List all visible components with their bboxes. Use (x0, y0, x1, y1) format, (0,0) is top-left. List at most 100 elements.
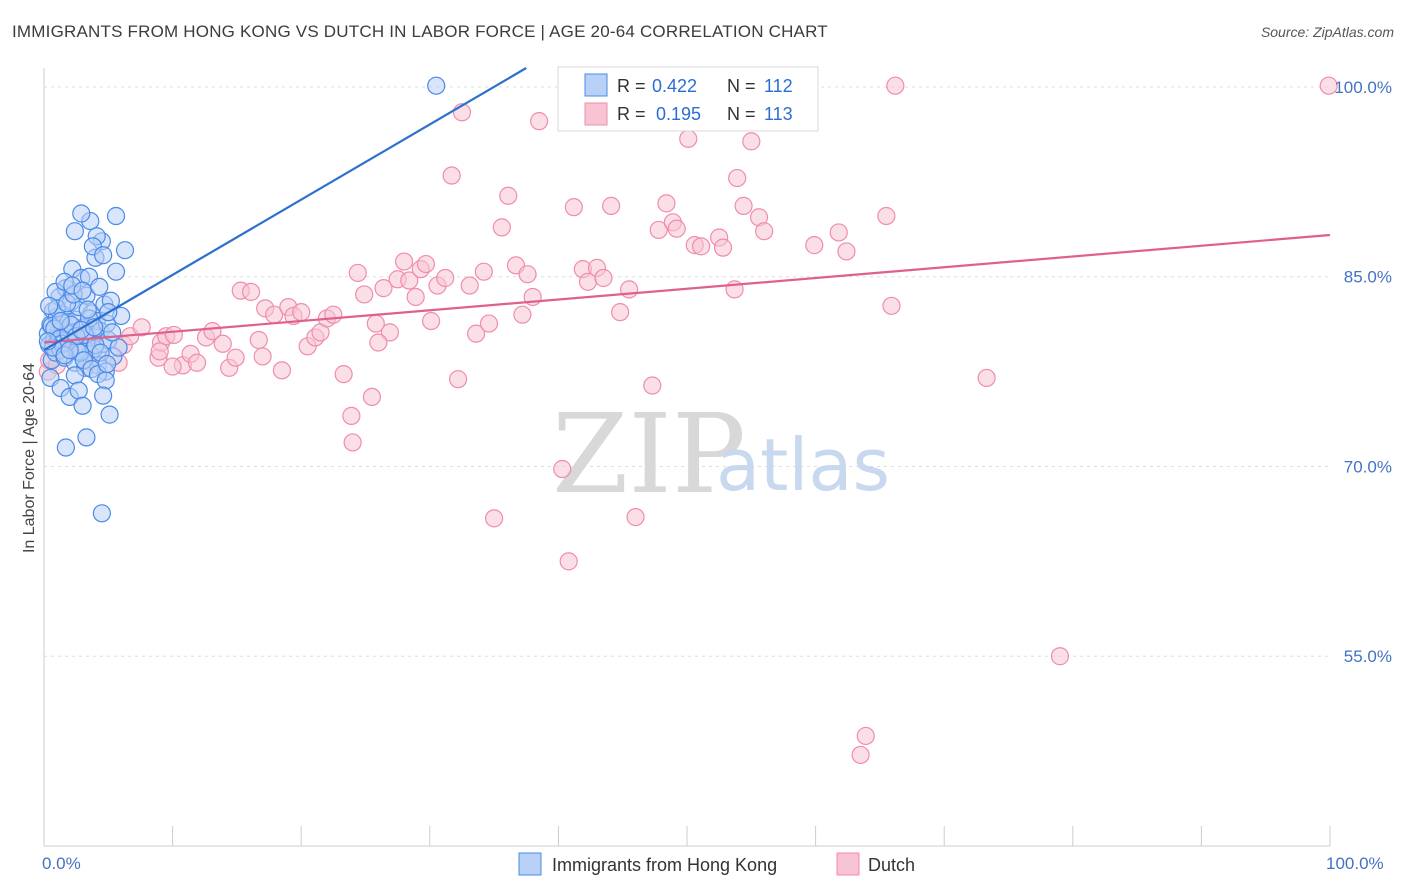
dutch-point-88 (713, 238, 733, 257)
hong-kong-point-106 (40, 296, 59, 315)
y-axis-title: In Labor Force | Age 20-64 (21, 363, 38, 553)
dutch-point-57 (466, 324, 486, 343)
dutch-point-46 (400, 271, 419, 290)
dutch-point-86 (692, 237, 711, 256)
dutch-point-112 (163, 357, 182, 376)
watermark-zip: ZIP (552, 390, 746, 518)
dutch-point-21 (226, 348, 245, 367)
trend-line-hong-kong (43, 67, 527, 352)
hong-kong-point-62 (56, 438, 75, 457)
dutch-point-69 (559, 552, 578, 571)
dutch-point-61 (492, 218, 511, 237)
dutch-point-106 (1050, 647, 1070, 666)
y-tick-label-55: 55.0% (1344, 647, 1392, 666)
dutch-point-65 (518, 265, 537, 284)
y-tick-label-85: 85.0% (1344, 268, 1392, 287)
hong-kong-point-88 (94, 386, 113, 405)
dutch-point-36 (334, 365, 353, 384)
dutch-point-81 (657, 194, 676, 213)
legend-swatch-dutch (584, 102, 608, 126)
dutch-point-94 (755, 222, 774, 241)
legend-swatch-hong-kong (584, 73, 608, 97)
dutch-point-100 (851, 745, 870, 765)
hong-kong-point-107 (51, 311, 70, 331)
watermark: ZIP atlas (552, 390, 890, 518)
dutch-point-102 (877, 206, 896, 226)
legend-n-value-hong-kong: 112 (764, 76, 793, 96)
dutch-point-52 (436, 268, 455, 288)
dutch-point-62 (499, 186, 518, 205)
hong-kong-point-40 (90, 277, 109, 296)
x-axis-ticks (43, 826, 1331, 846)
dutch-point-56 (460, 276, 479, 295)
hong-kong-point-86 (96, 371, 115, 390)
dutch-point-58 (474, 262, 493, 281)
dutch-point-49 (416, 254, 436, 274)
legend-n-label-dutch: N = (727, 104, 756, 124)
dutch-point-30 (292, 303, 311, 322)
dutch-point-23 (241, 282, 261, 302)
hong-kong-point-61 (77, 428, 96, 447)
legend-r-label-hong-kong: R = (617, 76, 646, 96)
dutch-point-39 (355, 285, 374, 304)
dutch-point-43 (380, 323, 400, 342)
dutch-point-97 (805, 236, 824, 255)
watermark-atlas: atlas (716, 423, 890, 507)
dutch-point-37 (342, 406, 361, 425)
dutch-point-18 (203, 322, 222, 341)
dutch-point-104 (886, 76, 905, 95)
legend-r-value-hong-kong: 0.422 (652, 76, 697, 96)
dutch-point-54 (448, 370, 468, 389)
dutch-point-105 (977, 368, 996, 388)
dutch-point-98 (829, 223, 848, 242)
hong-kong-point-109 (73, 281, 92, 300)
dutch-point-108 (343, 433, 362, 452)
dutch-point-76 (611, 303, 630, 322)
dutch-point-19 (213, 334, 232, 353)
hong-kong-point-110 (427, 76, 446, 95)
dutch-point-78 (626, 507, 645, 527)
hong-kong-point-100 (78, 300, 97, 319)
hong-kong-point-70 (115, 241, 135, 260)
legend-n-label-hong-kong: N = (727, 76, 756, 96)
dutch-point-74 (594, 268, 613, 288)
source-label: Source: ZipAtlas.com (1260, 24, 1394, 40)
hong-kong-point-71 (94, 246, 113, 265)
hong-kong-point-58 (65, 366, 84, 385)
x-tick-label-max: 100.0% (1326, 854, 1384, 873)
hong-kong-point-59 (69, 381, 88, 400)
dutch-point-90 (728, 168, 747, 188)
dutch-point-35 (324, 305, 343, 324)
bottom-legend-label-dutch: Dutch (868, 855, 915, 875)
dutch-point-50 (421, 311, 441, 331)
legend-top: R = 0.422 N = 112 R = 0.195 N = 113 (557, 66, 819, 132)
trend-line-dutch (43, 233, 1331, 344)
dutch-point-75 (602, 196, 621, 215)
dutch-point-13 (164, 325, 183, 345)
hong-kong-point-50 (106, 262, 126, 281)
dutch-point-92 (742, 132, 761, 151)
y-axis-tick-labels: 55.0% 70.0% 85.0% 100.0% (1334, 78, 1392, 666)
dutch-point-107 (1319, 76, 1338, 95)
dutch-point-45 (394, 252, 414, 271)
gridlines (44, 86, 1330, 657)
hong-kong-point-66 (72, 204, 91, 223)
bottom-legend-swatch-hong-kong (518, 852, 542, 876)
dutch-point-70 (564, 198, 583, 217)
dutch-point-24 (249, 330, 268, 350)
dutch-point-79 (643, 376, 662, 395)
series-hong-kong-points (38, 76, 446, 523)
dutch-point-103 (882, 296, 901, 315)
hong-kong-point-98 (60, 341, 79, 360)
dutch-point-80 (649, 220, 668, 240)
legend-n-value-dutch: 113 (764, 104, 793, 124)
x-tick-label-min: 0.0% (42, 854, 81, 873)
hong-kong-point-87 (100, 405, 119, 424)
hong-kong-point-60 (73, 396, 92, 415)
dutch-point-111 (150, 342, 169, 361)
dutch-point-47 (406, 287, 425, 307)
dutch-point-59 (479, 314, 499, 333)
hong-kong-point-103 (97, 354, 117, 374)
y-tick-label-100: 100.0% (1334, 78, 1392, 97)
